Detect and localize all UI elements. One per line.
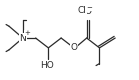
Text: −: − bbox=[87, 5, 93, 11]
Text: N: N bbox=[19, 34, 26, 43]
Text: Cl: Cl bbox=[77, 6, 86, 15]
Text: O: O bbox=[84, 7, 91, 16]
Text: HO: HO bbox=[40, 61, 54, 70]
Text: +: + bbox=[24, 30, 30, 36]
Text: O: O bbox=[70, 43, 77, 52]
